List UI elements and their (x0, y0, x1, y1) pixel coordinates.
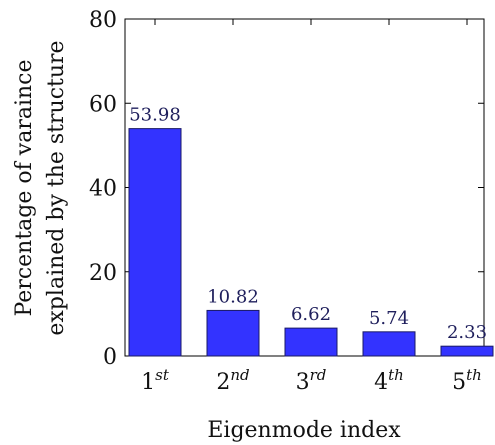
x-tick-label-base: 3 (296, 370, 310, 395)
bar (284, 327, 338, 357)
x-tick-label-base: 4 (374, 370, 388, 395)
x-tick-label-sup: nd (230, 366, 249, 384)
x-tick-label-base: 2 (216, 370, 230, 395)
y-tick-label: 20 (89, 261, 117, 286)
x-tick-label-sup: st (155, 366, 170, 384)
x-tick-label: 5th (452, 366, 482, 395)
y-axis-title-line-2: explained by the structure (44, 40, 69, 335)
y-tick-label: 0 (103, 345, 117, 370)
x-tick-label: 3rd (296, 366, 327, 395)
data-label: 2.33 (447, 322, 487, 343)
bar (440, 345, 494, 357)
x-tick-label: 1st (141, 366, 170, 395)
x-tick-label: 4th (374, 366, 404, 395)
y-axis-title-line-1: Percentage of varaince (12, 59, 37, 316)
bar (206, 309, 260, 357)
data-label: 6.62 (291, 304, 331, 325)
x-tick-label: 2nd (216, 366, 249, 395)
x-axis-title: Eigenmode index (207, 418, 401, 443)
y-tick-label: 80 (89, 8, 117, 33)
x-tick-label-base: 1 (141, 370, 155, 395)
bar (128, 128, 182, 357)
y-tick-label: 40 (89, 177, 117, 202)
y-axis-ticks: 0 20 40 60 80 (89, 8, 484, 370)
bars (128, 128, 494, 357)
data-labels: 53.98 10.82 6.62 5.74 2.33 (129, 105, 487, 344)
x-tick-label-sup: rd (310, 366, 327, 384)
x-tick-label-sup: th (388, 366, 404, 384)
data-label: 53.98 (129, 105, 181, 126)
x-axis-ticks: 1st 2nd 3rd 4th 5th (141, 19, 482, 395)
x-tick-label-base: 5 (452, 370, 466, 395)
data-label: 5.74 (369, 308, 409, 329)
y-tick-label: 60 (89, 92, 117, 117)
x-tick-label-sup: th (466, 366, 482, 384)
bar (362, 331, 416, 357)
y-axis-title: Percentage of varaince explained by the … (12, 40, 69, 335)
data-label: 10.82 (207, 286, 259, 307)
